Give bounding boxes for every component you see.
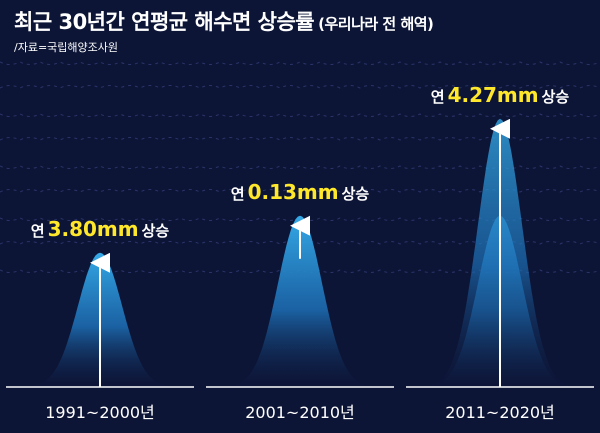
period-label-1: 1991~2000년 — [45, 403, 155, 422]
annotation-suffix: 상승 — [141, 221, 170, 240]
annotation-value: 3.80mm — [47, 216, 139, 241]
bell-2 — [210, 215, 390, 387]
annotation-value: 0.13mm — [247, 179, 339, 204]
annotation-suffix: 상승 — [541, 87, 570, 106]
chart-subtitle: (우리나라 전 해역) — [318, 15, 434, 33]
source-note: /자료=국립해양조사원 — [14, 41, 119, 54]
annotation-prefix: 연 — [30, 221, 45, 240]
chart-title-main: 최근 30년간 연평균 해수면 상승률 — [14, 10, 315, 34]
wave-line — [0, 61, 600, 65]
chart-title: 최근 30년간 연평균 해수면 상승률 (우리나라 전 해역) — [14, 6, 434, 36]
annotation-3: 연 4.27mm 상승 — [431, 83, 569, 107]
wave-line — [0, 165, 600, 169]
wave-line — [0, 189, 600, 193]
period-label-2: 2001~2010년 — [245, 403, 355, 422]
annotation-suffix: 상승 — [341, 184, 370, 203]
annotation-2: 연 0.13mm 상승 — [231, 180, 369, 204]
annotation-1: 연 3.80mm 상승 — [31, 217, 169, 241]
wave-line — [0, 217, 600, 221]
rise-arrows — [90, 118, 510, 387]
annotation-value: 4.27mm — [447, 82, 539, 107]
annotation-prefix: 연 — [230, 184, 245, 203]
wave-line — [0, 85, 600, 89]
wave-line — [0, 241, 600, 245]
wave-line — [0, 137, 600, 141]
wave-line — [0, 113, 600, 117]
annotation-prefix: 연 — [430, 87, 445, 106]
period-label-3: 2011~2020년 — [445, 403, 555, 422]
